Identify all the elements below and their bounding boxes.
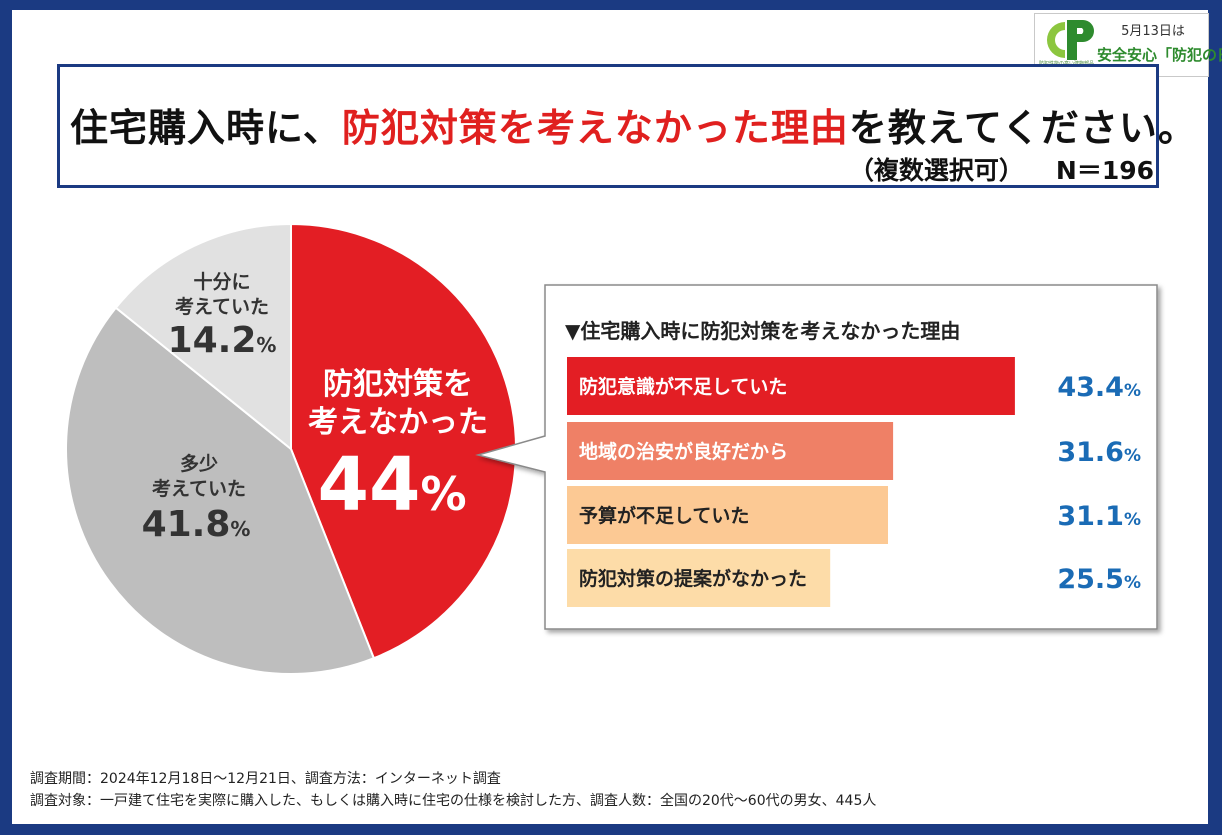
pie-value-unit: % [420,467,466,521]
pie-label-line1: 十分に [193,270,250,293]
bar-value-number: 25.5 [1057,564,1124,595]
survey-footer: 調査期間：2024年12月18日～12月21日、調査方法：インターネット調査 調… [30,768,876,812]
pie-value-did-not-consider: 44% [317,442,466,528]
bar-insufficient-budget [567,486,888,544]
pie-value-number: 44 [317,442,420,528]
pie-slice-did-not-consider [290,222,517,660]
question-title: 住宅購入時に、防犯対策を考えなかった理由を教えてください。 [70,97,1196,152]
pie-label-line1: 防犯対策を [323,367,473,402]
pie-value-number: 41.8 [142,504,231,545]
bar-safe-neighborhood [567,422,894,480]
bar-no-proposal [567,549,831,607]
pie-value-unit: % [256,333,276,357]
pie-label-line2: 考えなかった [308,405,488,440]
bar-label-safe-neighborhood: 地域の治安が良好だから [579,440,788,463]
survey-target-text: 調査対象：一戸建て住宅を実際に購入した、もしくは購入時に住宅の仕様を検討した方、… [30,793,877,809]
pie-label-line1: 多少 [180,452,218,475]
bar-lack-of-awareness [567,357,1015,415]
cp-mark-icon [1046,20,1094,60]
crime-prevention-logo: 防犯性能の高い建物部品 5月13日は 安全安心「防犯の日」 [1034,13,1222,77]
title-box: 住宅購入時に、防犯対策を考えなかった理由を教えてください。 （複数選択可） N＝1… [57,64,1196,188]
logo-day-name: 安全安心「防犯の日」 [1097,46,1222,64]
sample-size: N＝196 [1055,156,1154,185]
title-subline: （複数選択可） N＝196 [849,151,1154,187]
pie-value-fully-considered: 14.2% [168,320,277,361]
bar-value-number: 43.4 [1057,372,1124,403]
bar-value-unit: % [1124,381,1141,401]
title-prefix: 住宅購入時に、 [70,106,342,150]
title-suffix: を教えてください。 [848,106,1197,150]
pie-value-unit: % [230,517,250,541]
bar-value-unit: % [1124,446,1141,466]
bar-label-no-proposal: 防犯対策の提案がなかった [579,567,807,590]
title-highlight: 防犯対策を考えなかった理由 [341,106,849,150]
survey-period-text: 調査期間：2024年12月18日～12月21日、調査方法：インターネット調査 [30,771,501,787]
bar-value-no-proposal: 25.5% [1057,564,1141,595]
pie-label-line2: 考えていた [152,478,246,500]
bar-value-safe-neighborhood: 31.6% [1057,437,1141,468]
bar-label-insufficient-budget: 予算が不足していた [579,504,749,527]
pie-value-number: 14.2 [168,320,257,361]
pie-label-line2: 考えていた [175,296,269,318]
bar-value-lack-of-awareness: 43.4% [1057,372,1141,403]
bar-value-unit: % [1124,573,1141,593]
bar-chart-title: ▼住宅購入時に防犯対策を考えなかった理由 [565,319,960,343]
pie-slice-fully-considered [114,222,292,452]
logo-date-text: 5月13日は [1121,24,1185,39]
pie-value-somewhat-considered: 41.8% [142,504,251,545]
bar-value-unit: % [1124,510,1141,530]
bar-value-insufficient-budget: 31.1% [1057,501,1141,532]
multi-select-note: （複数選択可） [848,156,1024,185]
bar-label-lack-of-awareness: 防犯意識が不足していた [579,375,787,398]
bar-value-number: 31.1 [1057,501,1124,532]
bar-value-number: 31.6 [1057,437,1124,468]
pie-slice-somewhat-considered [65,306,376,675]
